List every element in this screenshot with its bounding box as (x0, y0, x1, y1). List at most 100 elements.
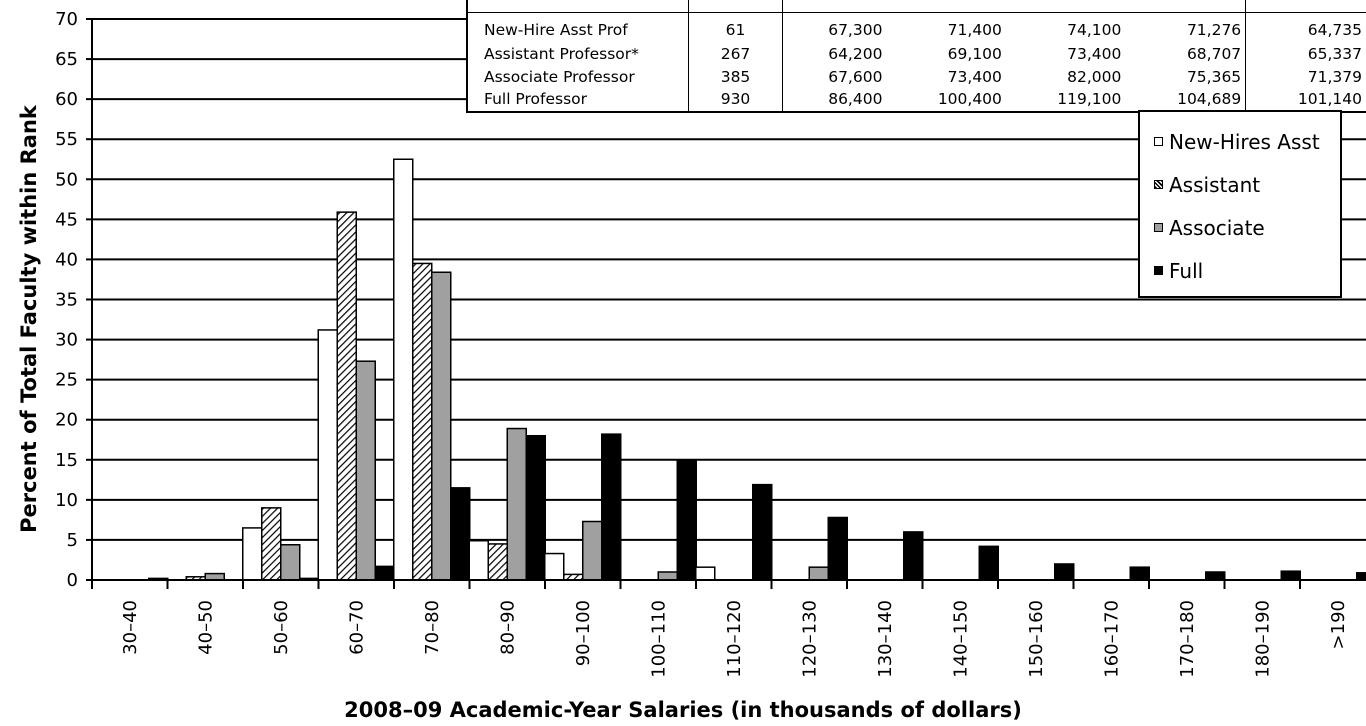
table-cell-value: 75,365 (1186, 67, 1242, 86)
legend-label: Assistant (1169, 172, 1261, 197)
table-cell-value: 86,400 (828, 90, 883, 109)
salary-statistics-table: New-Hire Asst Prof 61 67,300 71,400 74,100 71… (466, 0, 1366, 113)
table-row: Associate Professor 385 67,600 73,400 82,000… (467, 65, 1366, 88)
y-tick-label: 40 (55, 249, 78, 270)
y-tick-label: 55 (55, 129, 78, 150)
table-cell-value: 67,600 (828, 67, 883, 86)
legend-item-full: Full (1140, 249, 1340, 292)
table-cell-value: 267 (688, 42, 783, 66)
y-tick-label: 10 (55, 490, 78, 511)
y-tick-label: 25 (55, 370, 78, 391)
table-cell-rank: Associate Professor (467, 65, 689, 88)
x-tick-label: 130–140 (875, 600, 896, 678)
bar-full-14 (1205, 571, 1226, 581)
table-cell-value: 71,400 (947, 21, 1002, 40)
legend-swatch-white (1154, 137, 1163, 146)
y-tick-label: 0 (67, 570, 78, 591)
y-tick-label: 45 (55, 209, 78, 230)
x-axis-title: 2008–09 Academic-Year Salaries (in thous… (344, 698, 1022, 722)
table-cell-value: 68,707 (1186, 44, 1242, 63)
y-tick-label: 60 (55, 89, 78, 110)
bar-assistant-4 (412, 262, 433, 581)
bar-associate-6 (582, 520, 603, 581)
table-cell-value: 119,100 (1057, 90, 1122, 109)
x-tick-label: 90–100 (573, 600, 594, 666)
bar-full-4 (450, 487, 471, 581)
x-tick-label: 170–180 (1177, 600, 1198, 678)
x-tick-label: 40–50 (195, 600, 216, 655)
bar-new-hires-asst-4 (393, 158, 414, 581)
bar-associate-9 (808, 566, 829, 581)
x-tick-label: 140–150 (950, 600, 971, 678)
legend-item-assistant: Assistant (1140, 163, 1340, 206)
legend-item-associate: Associate (1140, 206, 1340, 249)
x-tick-label: 120–130 (799, 600, 820, 678)
bar-full-10 (903, 531, 924, 581)
x-tick-label: 110–120 (724, 600, 745, 678)
table-cell-value: 104,689 (1177, 90, 1242, 109)
table-cell-value: 73,400 (947, 67, 1002, 86)
table-cell-value: 385 (688, 65, 783, 88)
x-tick-label: 80–90 (497, 600, 518, 655)
y-tick-label: 15 (55, 450, 78, 471)
table-cell-value: 64,735 (1245, 12, 1366, 43)
table-row: Full Professor 930 86,400 100,400 119,100 104… (467, 87, 1366, 112)
table-cell-value: 71,276 (1186, 21, 1242, 40)
bar-full-8 (752, 483, 773, 581)
table-cell-value: 69,100 (947, 44, 1002, 63)
table-cell-value: 71,379 (1245, 65, 1366, 88)
bar-full-12 (1054, 563, 1075, 581)
bar-new-hires-asst-6 (544, 552, 565, 581)
bar-new-hires-asst-8 (695, 566, 716, 581)
bar-assistant-2 (261, 507, 282, 581)
table-row: New-Hire Asst Prof 61 67,300 71,400 74,100 71… (467, 12, 1366, 43)
table-cell-value: 100,400 (937, 90, 1002, 109)
legend-swatch-black (1154, 266, 1163, 275)
x-tick-label: 160–170 (1101, 600, 1122, 678)
y-axis-title: Percent of Total Faculty within Rank (17, 104, 41, 533)
table-cell-value: 930 (688, 87, 783, 112)
bar-full-5 (525, 434, 546, 581)
table-cell-value: 74,100 (1067, 21, 1122, 40)
table-row: Assistant Professor* 267 64,200 69,100 73,40… (467, 42, 1366, 66)
y-tick-label: 70 (55, 9, 78, 30)
chart-legend: New-Hires Asst Assistant Associate Full (1138, 110, 1342, 298)
table-cell-value: 67,300 (828, 21, 883, 40)
table-cell-value: 64,200 (828, 44, 883, 63)
legend-swatch-hatched (1154, 180, 1163, 189)
table-cell-value: 82,000 (1067, 67, 1122, 86)
bar-associate-2 (280, 543, 301, 581)
y-tick-label: 20 (55, 410, 78, 431)
y-tick-label: 65 (55, 49, 78, 70)
bar-assistant-5 (487, 543, 508, 581)
bar-full-6 (601, 433, 622, 581)
bar-associate-5 (506, 427, 527, 581)
x-tick-label: 100–110 (648, 600, 669, 678)
y-tick-label: 50 (55, 169, 78, 190)
table-header-row (467, 0, 1366, 13)
bar-full-7 (676, 459, 697, 581)
table-cell-value: 61 (688, 12, 783, 43)
table-cell-value: 65,337 (1245, 42, 1366, 66)
bar-new-hires-asst-3 (317, 329, 338, 581)
x-tick-label: 180–190 (1252, 600, 1273, 678)
legend-label: New-Hires Asst (1169, 129, 1320, 154)
bar-new-hires-asst-5 (468, 539, 489, 581)
x-tick-label: 30–40 (120, 600, 141, 655)
x-tick-label: 60–70 (346, 600, 367, 655)
bar-full-9 (827, 516, 848, 581)
x-tick-label: >190 (1328, 600, 1349, 649)
legend-item-new-hires: New-Hires Asst (1140, 120, 1340, 163)
table-cell-value: 101,140 (1245, 87, 1366, 112)
legend-swatch-gray (1154, 223, 1163, 232)
x-tick-label: 70–80 (422, 600, 443, 655)
bar-full-15 (1280, 570, 1301, 581)
legend-label: Associate (1169, 215, 1265, 240)
bar-associate-4 (431, 271, 452, 581)
bar-new-hires-asst-2 (242, 527, 263, 581)
legend-label: Full (1169, 258, 1204, 283)
y-tick-label: 5 (67, 530, 78, 551)
table-cell-rank: Full Professor (467, 87, 689, 112)
bar-full-11 (978, 545, 999, 581)
y-tick-label: 30 (55, 330, 78, 351)
